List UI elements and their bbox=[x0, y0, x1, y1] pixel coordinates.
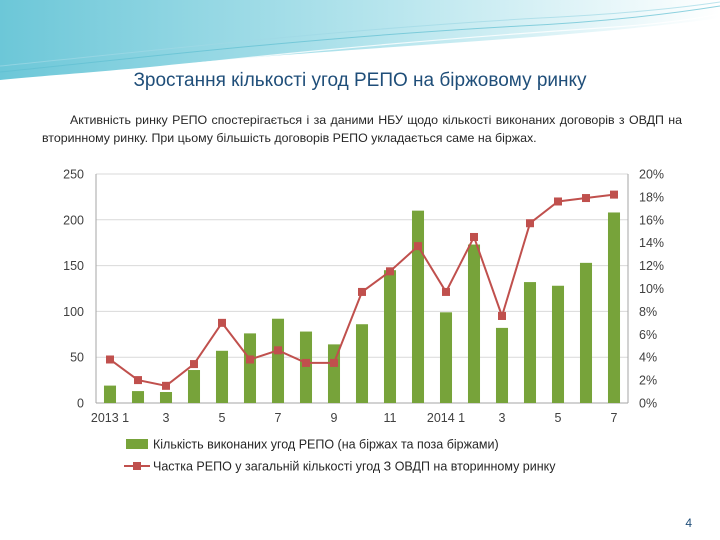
y-right-tick-label: 10% bbox=[639, 282, 664, 296]
bar-repo-deals bbox=[355, 324, 369, 403]
y-right-tick-label: 2% bbox=[639, 374, 657, 388]
bar-repo-deals bbox=[215, 350, 229, 403]
y-right-tick-label: 14% bbox=[639, 236, 664, 250]
bar-repo-deals bbox=[411, 210, 425, 403]
bar-repo-deals bbox=[159, 392, 173, 403]
point-repo-share bbox=[246, 355, 254, 364]
gridlines bbox=[95, 173, 629, 404]
bar-repo-deals bbox=[271, 318, 285, 403]
x-tick-label: 9 bbox=[331, 411, 338, 425]
bar-repo-deals bbox=[131, 391, 145, 403]
point-repo-share bbox=[190, 360, 198, 369]
bar-repo-deals bbox=[495, 327, 509, 403]
y-right-tick-label: 16% bbox=[639, 213, 664, 227]
bar-series bbox=[103, 210, 621, 403]
bar-repo-deals bbox=[439, 312, 453, 403]
point-repo-share bbox=[330, 358, 338, 367]
point-repo-share bbox=[610, 190, 618, 199]
legend-line-marker bbox=[133, 462, 141, 470]
x-tick-label: 3 bbox=[499, 411, 506, 425]
y-right-tick-label: 20% bbox=[639, 168, 664, 182]
y-right-tick-label: 0% bbox=[639, 397, 657, 411]
x-tick-label: 5 bbox=[219, 411, 226, 425]
y-left-tick-label: 200 bbox=[63, 213, 84, 227]
x-tick-label: 7 bbox=[275, 411, 282, 425]
point-repo-share bbox=[162, 381, 170, 390]
y-right-tick-label: 12% bbox=[639, 259, 664, 273]
bar-repo-deals bbox=[579, 262, 593, 403]
bar-repo-deals bbox=[243, 333, 257, 403]
y-left-tick-label: 150 bbox=[63, 259, 84, 273]
x-tick-label: 3 bbox=[163, 411, 170, 425]
y-right-tick-label: 4% bbox=[639, 351, 657, 365]
point-repo-share bbox=[134, 376, 142, 385]
point-repo-share bbox=[498, 311, 506, 320]
legend-line-label: Частка РЕПО у загальній кількості угод З… bbox=[153, 460, 556, 474]
point-repo-share bbox=[358, 287, 366, 296]
repo-chart: 0 50 100 150 200 250 0% 2% 4% 6% 8% 10% 12% 14% 16% 18%… bbox=[63, 168, 664, 474]
bar-repo-deals bbox=[383, 270, 397, 403]
slide-body-text: Активність ринку РЕПО спостерігається і … bbox=[42, 113, 682, 145]
legend-bar-swatch bbox=[126, 439, 148, 449]
y-left-tick-label: 0 bbox=[77, 397, 84, 411]
y-left-tick-label: 50 bbox=[70, 351, 84, 365]
axis-labels: 0 50 100 150 200 250 0% 2% 4% 6% 8% 10% 12% 14% 16% 18%… bbox=[63, 168, 664, 426]
point-repo-share bbox=[106, 355, 114, 364]
x-tick-label: 7 bbox=[611, 411, 618, 425]
y-right-tick-label: 8% bbox=[639, 305, 657, 319]
legend: Кількість виконаних угод РЕПО (на біржах… bbox=[124, 438, 556, 474]
x-tick-label: 2014 1 bbox=[427, 411, 465, 425]
point-repo-share bbox=[582, 194, 590, 203]
bar-repo-deals bbox=[551, 285, 565, 403]
bar-repo-deals bbox=[187, 370, 201, 403]
bar-repo-deals bbox=[103, 385, 117, 403]
bar-repo-deals bbox=[299, 331, 313, 403]
bar-repo-deals bbox=[523, 282, 537, 403]
y-right-tick-label: 18% bbox=[639, 190, 664, 204]
x-tick-label: 5 bbox=[555, 411, 562, 425]
point-repo-share bbox=[554, 197, 562, 206]
y-left-tick-label: 250 bbox=[63, 168, 84, 182]
point-repo-share bbox=[302, 358, 310, 367]
bar-repo-deals bbox=[467, 244, 481, 403]
bar-repo-deals bbox=[607, 212, 621, 403]
point-repo-share bbox=[526, 219, 534, 228]
point-repo-share bbox=[274, 346, 282, 355]
y-right-tick-label: 6% bbox=[639, 328, 657, 342]
point-repo-share bbox=[442, 287, 450, 296]
point-repo-share bbox=[414, 242, 422, 251]
y-left-tick-label: 100 bbox=[63, 305, 84, 319]
point-repo-share bbox=[386, 267, 394, 276]
point-repo-share bbox=[218, 318, 226, 327]
x-tick-label: 11 bbox=[384, 411, 397, 425]
line-series bbox=[106, 190, 618, 390]
page-number: 4 bbox=[685, 516, 692, 530]
slide-title: Зростання кількості угод РЕПО на біржово… bbox=[133, 70, 587, 91]
point-repo-share bbox=[470, 232, 478, 241]
x-tick-label: 2013 1 bbox=[91, 411, 129, 425]
header-wave-decoration bbox=[0, 0, 720, 80]
legend-bar-label: Кількість виконаних угод РЕПО (на біржах… bbox=[153, 438, 499, 452]
